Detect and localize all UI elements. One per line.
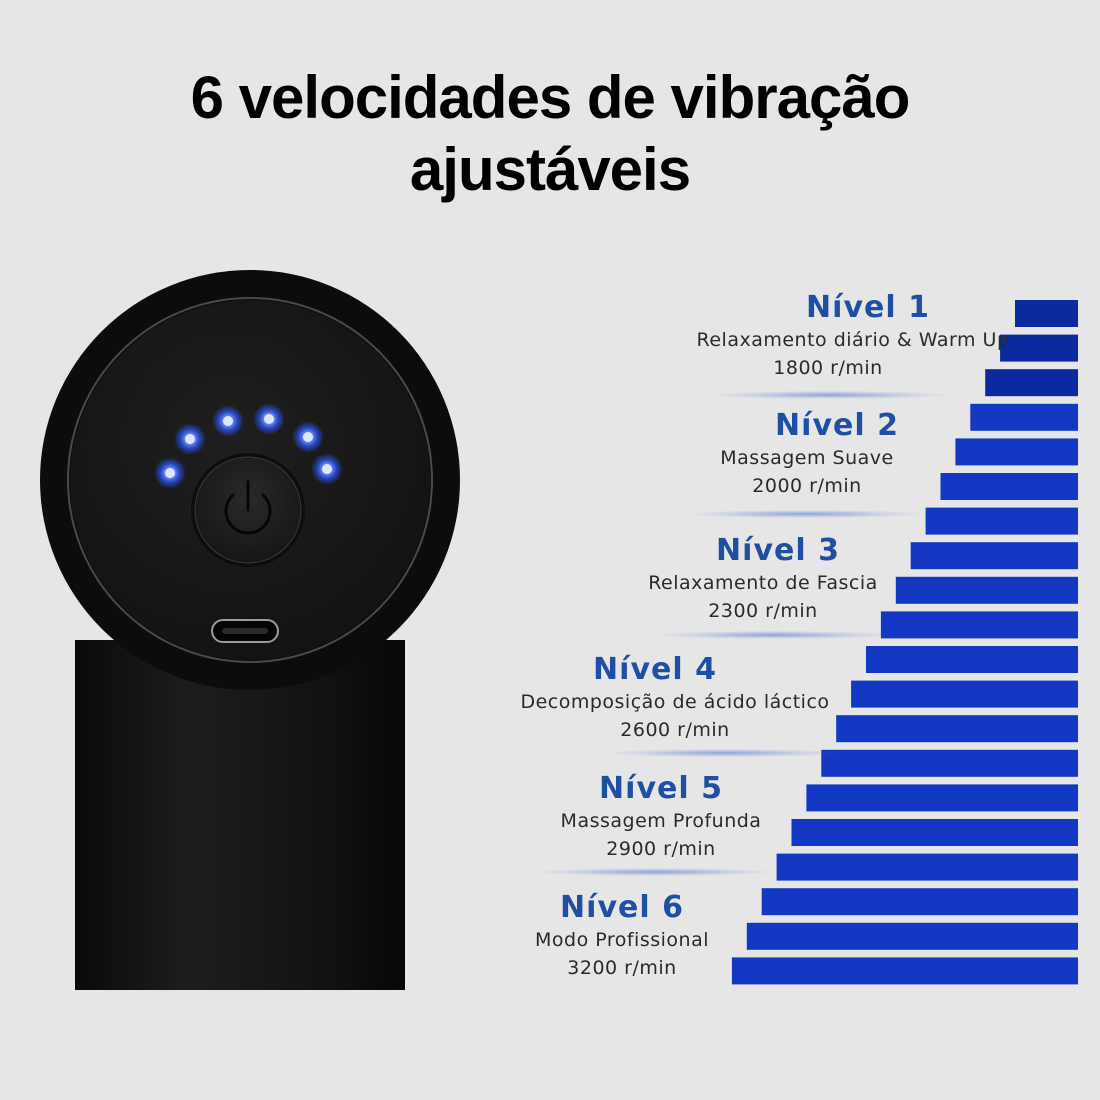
power-button[interactable]: [191, 453, 305, 567]
staircase-bar: [776, 853, 1078, 881]
led-icon: [174, 423, 206, 455]
level-name: Nível 3: [716, 533, 840, 568]
staircase-bar: [955, 438, 1078, 466]
power-icon: [224, 480, 272, 535]
staircase-bar: [895, 576, 1078, 604]
speed-leds: [154, 403, 343, 489]
staircase-bar: [985, 369, 1078, 397]
led-icon: [212, 405, 244, 437]
level-description: Relaxamento de Fascia: [648, 572, 878, 594]
level-glow: [540, 868, 770, 876]
level-glow: [660, 631, 890, 639]
staircase-bar: [731, 957, 1078, 985]
level-description: Relaxamento diário & Warm Up: [696, 329, 1010, 351]
staircase-bar: [940, 473, 1078, 500]
level-description: Massagem Profunda: [560, 810, 762, 832]
level-glow: [715, 391, 945, 399]
staircase-bar: [1000, 334, 1078, 362]
level-rpm: 3200 r/min: [567, 957, 677, 979]
level-description: Modo Profissional: [534, 929, 710, 951]
staircase-bar: [806, 784, 1078, 812]
level-description: Decomposição de ácido láctico: [520, 691, 830, 713]
staircase-bar: [880, 611, 1078, 639]
staircase-bar: [866, 646, 1078, 673]
staircase-bar: [791, 819, 1078, 846]
staircase-bar: [925, 507, 1078, 535]
level-glow: [610, 749, 840, 757]
level-rpm: 2600 r/min: [620, 719, 730, 741]
level-rpm: 1800 r/min: [773, 357, 883, 379]
level-name: Nível 5: [599, 771, 723, 806]
staircase-bar: [761, 888, 1078, 916]
level-rpm: 2300 r/min: [708, 600, 818, 622]
device-handle: [75, 640, 405, 990]
device-face-ring: [67, 297, 433, 663]
level-rpm: 2000 r/min: [752, 475, 862, 497]
led-icon: [292, 421, 324, 453]
level-item: Nível 2 Massagem Suave 2000 r/min: [587, 408, 1027, 500]
staircase-bar: [1015, 300, 1078, 327]
staircase-bar: [851, 680, 1078, 708]
level-name: Nível 6: [560, 890, 684, 925]
staircase-bar: [821, 749, 1078, 777]
level-item: Nível 6 Modo Profissional 3200 r/min: [402, 890, 842, 982]
level-item: Nível 4 Decomposição de ácido láctico 26…: [455, 652, 895, 744]
led-icon: [311, 453, 343, 485]
staircase-bar: [836, 715, 1078, 743]
staircase-bar: [970, 403, 1078, 431]
title-line-2: ajustáveis: [409, 136, 691, 203]
page-title: 6 velocidades de vibração ajustáveis: [0, 62, 1100, 206]
level-glow: [690, 510, 920, 518]
level-item: Nível 5 Massagem Profunda 2900 r/min: [441, 771, 881, 863]
led-icon: [154, 457, 186, 489]
led-icon: [253, 403, 285, 435]
level-name: Nível 4: [593, 652, 717, 687]
staircase-bar: [910, 542, 1078, 570]
level-description: Massagem Suave: [720, 447, 894, 469]
level-item: Nível 3 Relaxamento de Fascia 2300 r/min: [543, 533, 983, 625]
level-name: Nível 1: [806, 290, 930, 325]
staircase-bar: [746, 922, 1078, 950]
level-item: Nível 1 Relaxamento diário & Warm Up 180…: [608, 290, 1048, 382]
level-rpm: 2900 r/min: [606, 838, 716, 860]
title-line-1: 6 velocidades de vibração: [190, 64, 911, 131]
usb-c-port-icon: [211, 619, 279, 643]
level-name: Nível 2: [775, 408, 899, 443]
